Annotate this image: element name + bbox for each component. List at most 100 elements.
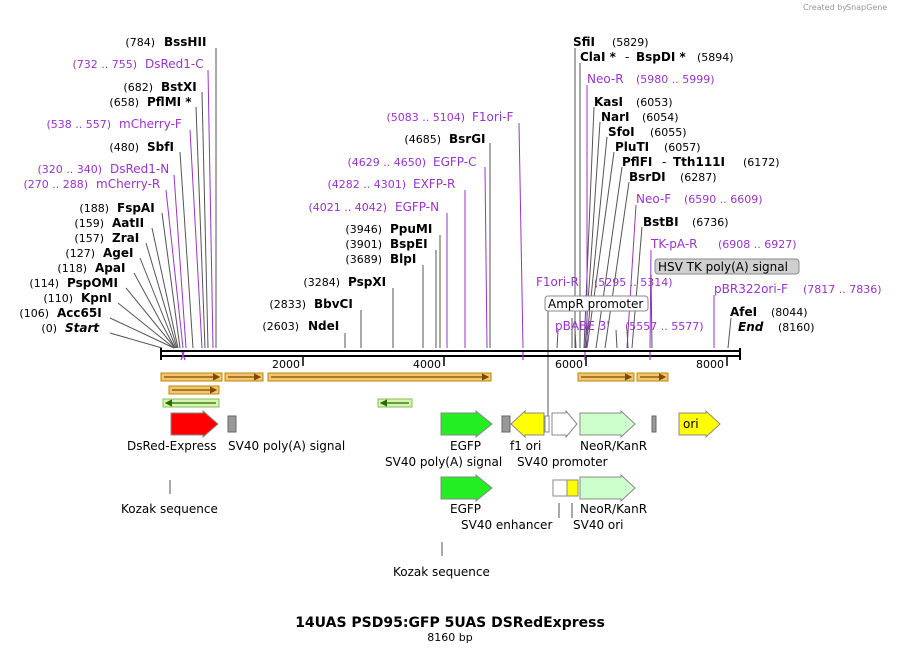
feature-label: DsRed-Express: [127, 439, 216, 453]
lower-right-labels: HSV TK poly(A) signal F1ori-R (5295 .. 5…: [536, 258, 882, 334]
primer-pos: (4282 .. 4301): [327, 178, 406, 191]
feature-label: SV40 ori: [573, 518, 624, 532]
site-pos: (159): [74, 217, 104, 230]
f1-ori-feature: [510, 409, 545, 439]
feature-row-2-labels: Kozak sequence EGFP NeoR/KanR SV40 enhan…: [121, 502, 647, 579]
site-pos: (6053): [636, 96, 673, 109]
site-pos: (188): [79, 202, 109, 215]
site-pos: (3901): [345, 238, 382, 251]
site-pos: (106): [19, 307, 49, 320]
site-pos: (784): [125, 36, 155, 49]
axis-label: 2000: [272, 358, 300, 371]
site-name: BlpI: [390, 252, 416, 266]
site-pos: (6287): [680, 171, 717, 184]
site-name: AgeI: [103, 246, 133, 260]
site-name: KasI: [594, 95, 623, 109]
primer-name: EGFP-N: [395, 200, 439, 214]
axis-label: 6000: [555, 358, 583, 371]
dsred-express-feature: [170, 409, 219, 439]
hsv-tk-label: HSV TK poly(A) signal: [658, 260, 788, 274]
ori-label: ori: [683, 417, 699, 431]
site-name: BssHII: [164, 35, 206, 49]
site-pos: (0): [41, 322, 57, 335]
snapgene-logo: SnapGene: [846, 3, 887, 12]
neor-kanr-feature-2: [579, 473, 636, 503]
feature-row-1-labels: DsRed-Express SV40 poly(A) signal EGFP f…: [127, 439, 647, 469]
site-name: BstXI: [161, 80, 197, 94]
primer-pos: (5980 .. 5999): [636, 73, 715, 86]
primer-pos: (320 .. 340): [37, 163, 102, 176]
site-pos: (6055): [650, 126, 687, 139]
site-name: BsrGI: [449, 132, 486, 146]
site-pos: (6172): [743, 156, 780, 169]
short-feature-lines: [169, 274, 653, 556]
site-name: PpuMI: [390, 222, 432, 236]
primer-pos: (732 .. 755): [72, 58, 137, 71]
primer-pos: (4629 .. 4650): [347, 156, 426, 169]
sv40-small-feature: [544, 415, 550, 433]
primer-pos: (5557 .. 5577): [625, 320, 704, 333]
axis-ticks: [302, 356, 728, 366]
primer-name: EXFP-R: [413, 177, 455, 191]
feature-label: f1 ori: [510, 439, 541, 453]
orf-arrows: [160, 372, 669, 408]
hsv-tk-label-box: [654, 258, 800, 275]
feature-label: EGFP: [450, 502, 481, 516]
feature-label: NeoR/KanR: [580, 502, 647, 516]
primer-name: DsRed1-N: [110, 162, 169, 176]
primer-name: Neo-R: [587, 72, 624, 86]
ampr-promoter-label: AmpR promoter: [548, 297, 643, 311]
feature-label: SV40 poly(A) signal: [228, 439, 345, 453]
right-site-labels: SfiI (5829) ClaI * - BspDI * (5894) Neo-…: [573, 35, 797, 251]
primer-pos: (7817 .. 7836): [803, 283, 882, 296]
site-pos: (4685): [404, 133, 441, 146]
site-pos: (6057): [664, 141, 701, 154]
site-pos: (118): [57, 262, 87, 275]
backbone: 2000 4000 6000 8000: [160, 348, 741, 371]
site-name: PspXI: [348, 275, 386, 289]
left-primer-lines: [165, 69, 214, 349]
primer-pos: (6908 .. 6927): [718, 238, 797, 251]
site-name: ClaI *: [580, 50, 617, 64]
site-name: FspAI: [117, 201, 155, 215]
site-pos: (114): [29, 277, 59, 290]
site-name: SbfI: [147, 140, 174, 154]
primer-name: F1ori-F: [472, 110, 513, 124]
site-name: BspEI: [390, 237, 428, 251]
separator: -: [625, 50, 629, 64]
sv40-enhancer-feature: [552, 479, 568, 497]
ori-feature: [678, 409, 721, 439]
site-pos: (5829): [612, 36, 649, 49]
site-name: PflMI *: [147, 95, 192, 109]
feature-label: SV40 enhancer: [461, 518, 552, 532]
site-pos: (6054): [642, 111, 679, 124]
site-name: SfiI: [573, 35, 595, 49]
site-name: PflFI: [622, 155, 652, 169]
primer-name: DsRed1-C: [145, 57, 204, 71]
primer-pos: (538 .. 557): [46, 118, 111, 131]
site-name: ZraI: [112, 231, 139, 245]
sv40-polya-feature: [227, 415, 237, 433]
primer-name: TK-pA-R: [650, 237, 698, 251]
site-name: AfeI: [730, 305, 757, 319]
feature-label: Kozak sequence: [393, 565, 490, 579]
middle-leader-lines: [344, 143, 491, 348]
map-title: 14UAS PSD95:GFP 5UAS DSRedExpress: [295, 615, 605, 631]
site-pos: (658): [109, 96, 139, 109]
left-site-labels: (784) BssHII (732 .. 755) DsRed1-C (682)…: [19, 35, 206, 335]
sv40-ori-feature: [566, 479, 579, 497]
site-pos: (480): [109, 141, 139, 154]
site-pos: (157): [74, 232, 104, 245]
primer-pos: (6590 .. 6609): [684, 193, 763, 206]
site-pos: (3946): [345, 223, 382, 236]
site-pos: (127): [65, 247, 95, 260]
site-name: BsrDI: [629, 170, 666, 184]
primer-pos: (5083 .. 5104): [386, 111, 465, 124]
site-pos: (110): [43, 292, 73, 305]
site-pos: (2833): [269, 298, 306, 311]
primer-pos: (4021 .. 4042): [308, 201, 387, 214]
feature-label: EGFP: [450, 439, 481, 453]
site-name: BstBI: [643, 215, 679, 229]
axis-labels: 2000 4000 6000 8000: [272, 358, 724, 371]
